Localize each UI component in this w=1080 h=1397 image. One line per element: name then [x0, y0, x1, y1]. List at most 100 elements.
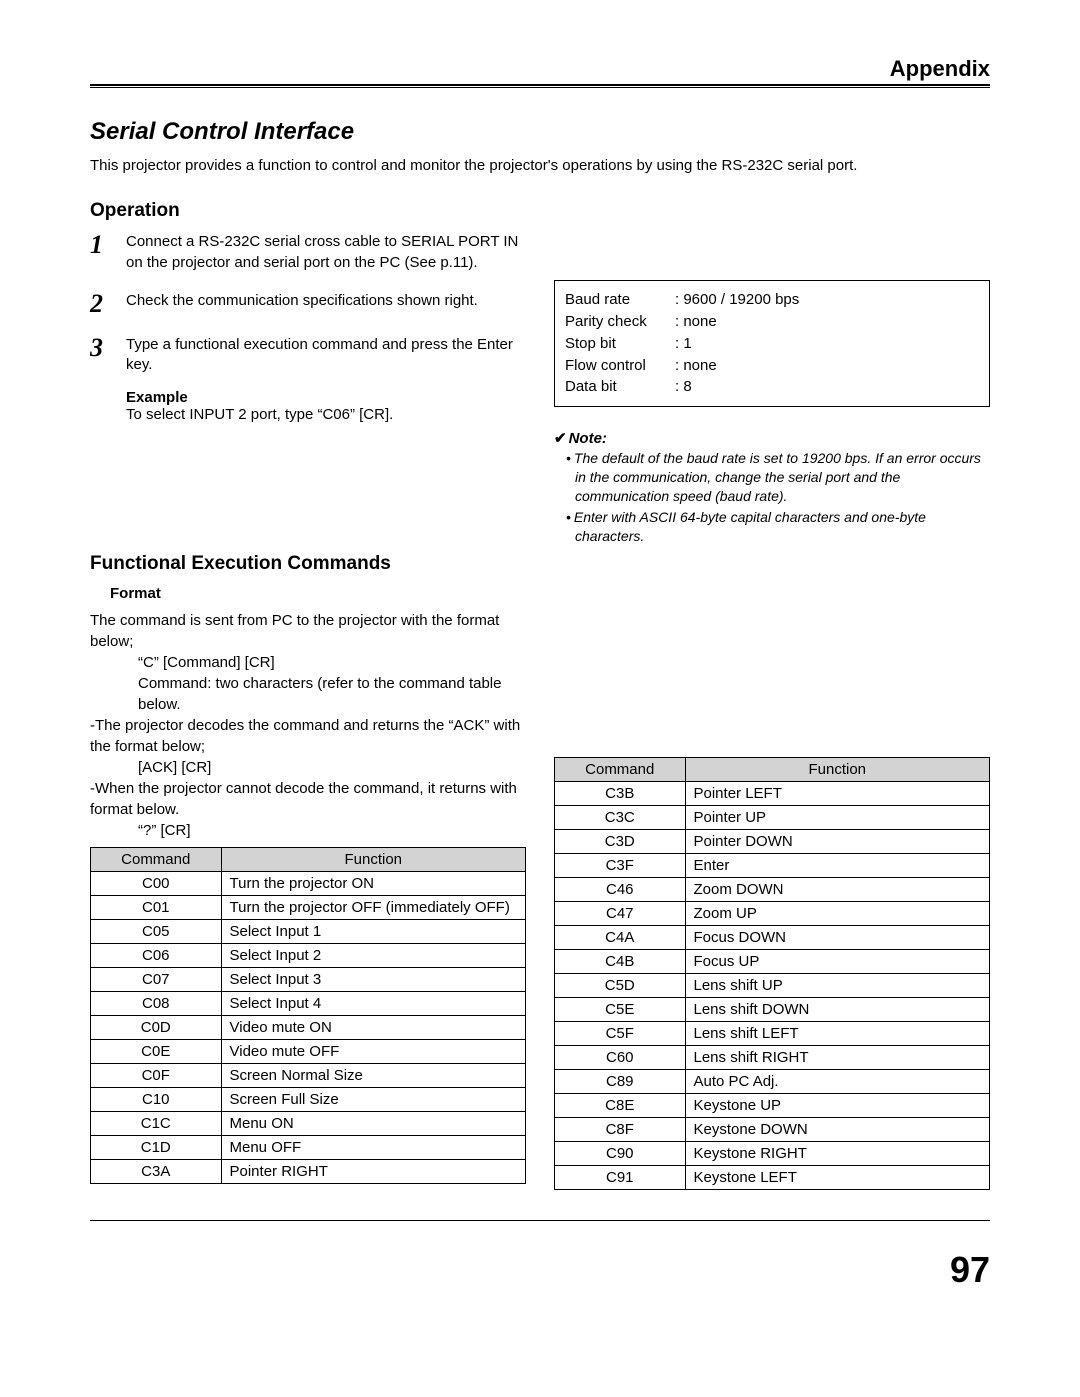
fn-cell: Keystone RIGHT	[685, 1142, 990, 1166]
step-3: 3 Type a functional execution command an…	[90, 335, 526, 376]
table-row: C08Select Input 4	[91, 992, 526, 1016]
cmd-cell: C91	[555, 1166, 686, 1190]
table-row: C5FLens shift LEFT	[555, 1022, 990, 1046]
format-line: The command is sent from PC to the proje…	[90, 610, 526, 652]
cmd-cell: C3C	[555, 806, 686, 830]
format-line: -When the projector cannot decode the co…	[90, 778, 526, 820]
fn-cell: Select Input 1	[221, 920, 526, 944]
spec-row: Parity check : none	[565, 311, 979, 333]
step-text: Check the communication specifications s…	[126, 291, 526, 311]
table-row: C90Keystone RIGHT	[555, 1142, 990, 1166]
cmd-cell: C5E	[555, 998, 686, 1022]
note-list: The default of the baud rate is set to 1…	[554, 449, 990, 545]
cmd-cell: C05	[91, 920, 222, 944]
command-table-left: Command Function C00Turn the projector O…	[90, 847, 526, 1184]
spec-box: Baud rate : 9600 / 19200 bps Parity chec…	[554, 280, 990, 407]
fn-cell: Lens shift UP	[685, 974, 990, 998]
cmd-cell: C60	[555, 1046, 686, 1070]
fn-cell: Enter	[685, 854, 990, 878]
example-label: Example	[126, 389, 526, 406]
cmd-cell: C1C	[91, 1112, 222, 1136]
table-header-cmd: Command	[91, 848, 222, 872]
table-row: C3CPointer UP	[555, 806, 990, 830]
spacer	[554, 200, 990, 280]
table-row: C3BPointer LEFT	[555, 782, 990, 806]
spec-value: : 1	[675, 333, 979, 355]
fn-cell: Video mute OFF	[221, 1040, 526, 1064]
check-icon: ✔	[554, 430, 567, 447]
table-row: C5DLens shift UP	[555, 974, 990, 998]
spec-row: Flow control : none	[565, 355, 979, 377]
fn-cell: Screen Normal Size	[221, 1064, 526, 1088]
fn-cell: Pointer RIGHT	[221, 1160, 526, 1184]
table-row: C4AFocus DOWN	[555, 926, 990, 950]
table-header-cmd: Command	[555, 758, 686, 782]
cmd-cell: C1D	[91, 1136, 222, 1160]
note-heading-text: Note:	[569, 430, 607, 447]
fn-cell: Zoom UP	[685, 902, 990, 926]
cmd-cell: C89	[555, 1070, 686, 1094]
cmd-cell: C4A	[555, 926, 686, 950]
table-row: C1DMenu OFF	[91, 1136, 526, 1160]
spec-value: : none	[675, 355, 979, 377]
fn-cell: Lens shift DOWN	[685, 998, 990, 1022]
note-item: Enter with ASCII 64-byte capital charact…	[566, 508, 990, 546]
cmd-cell: C08	[91, 992, 222, 1016]
table-row: C10Screen Full Size	[91, 1088, 526, 1112]
intro-text: This projector provides a function to co…	[90, 156, 990, 176]
step-1: 1 Connect a RS-232C serial cross cable t…	[90, 232, 526, 273]
step-number: 2	[90, 291, 114, 317]
note-heading: ✔Note:	[554, 429, 990, 447]
format-line: [ACK] [CR]	[90, 757, 526, 778]
fn-cell: Keystone LEFT	[685, 1166, 990, 1190]
fn-cell: Select Input 2	[221, 944, 526, 968]
note-item: The default of the baud rate is set to 1…	[566, 449, 990, 506]
spec-row: Baud rate : 9600 / 19200 bps	[565, 289, 979, 311]
cmd-cell: C0F	[91, 1064, 222, 1088]
step-text: Type a functional execution command and …	[126, 335, 526, 376]
table-row: C01Turn the projector OFF (immediately O…	[91, 896, 526, 920]
operation-heading: Operation	[90, 200, 526, 222]
fn-cell: Pointer UP	[685, 806, 990, 830]
page-header: Appendix	[890, 56, 990, 81]
cmd-cell: C8F	[555, 1118, 686, 1142]
spec-label: Parity check	[565, 311, 675, 333]
spec-value: : none	[675, 311, 979, 333]
format-line: -The projector decodes the command and r…	[90, 715, 526, 757]
fn-cell: Select Input 4	[221, 992, 526, 1016]
fn-cell: Screen Full Size	[221, 1088, 526, 1112]
fn-cell: Keystone DOWN	[685, 1118, 990, 1142]
table-row: C60Lens shift RIGHT	[555, 1046, 990, 1070]
table-row: C89Auto PC Adj.	[555, 1070, 990, 1094]
table-header-fn: Function	[221, 848, 526, 872]
func-heading: Functional Execution Commands	[90, 553, 526, 575]
table-row: C47Zoom UP	[555, 902, 990, 926]
step-number: 1	[90, 232, 114, 258]
spec-row: Data bit : 8	[565, 376, 979, 398]
fn-cell: Pointer DOWN	[685, 830, 990, 854]
cmd-cell: C46	[555, 878, 686, 902]
table-header-fn: Function	[685, 758, 990, 782]
fn-cell: Focus UP	[685, 950, 990, 974]
cmd-cell: C3D	[555, 830, 686, 854]
spec-label: Flow control	[565, 355, 675, 377]
fn-cell: Turn the projector ON	[221, 872, 526, 896]
table-row: C0EVideo mute OFF	[91, 1040, 526, 1064]
cmd-cell: C4B	[555, 950, 686, 974]
table-row: C0DVideo mute ON	[91, 1016, 526, 1040]
spec-row: Stop bit : 1	[565, 333, 979, 355]
fn-cell: Zoom DOWN	[685, 878, 990, 902]
table-row: C3APointer RIGHT	[91, 1160, 526, 1184]
cmd-cell: C3A	[91, 1160, 222, 1184]
table-row: C00Turn the projector ON	[91, 872, 526, 896]
table-row: C07Select Input 3	[91, 968, 526, 992]
table-row: C05Select Input 1	[91, 920, 526, 944]
fn-cell: Lens shift RIGHT	[685, 1046, 990, 1070]
cmd-cell: C0D	[91, 1016, 222, 1040]
command-table-right: Command Function C3BPointer LEFTC3CPoint…	[554, 757, 990, 1190]
cmd-cell: C3F	[555, 854, 686, 878]
table-row: C06Select Input 2	[91, 944, 526, 968]
header-rule	[90, 84, 990, 88]
table-row: C91Keystone LEFT	[555, 1166, 990, 1190]
cmd-cell: C00	[91, 872, 222, 896]
